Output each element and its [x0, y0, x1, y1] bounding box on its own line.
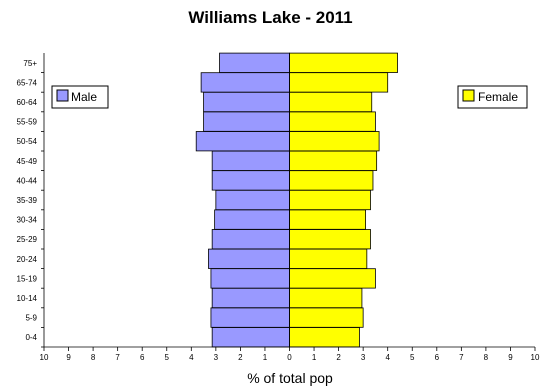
bar-female-50-54 [289, 131, 380, 152]
x-tick-label: 7 [459, 353, 464, 362]
x-tick-label: 4 [189, 353, 194, 362]
x-tick-label: 8 [91, 353, 96, 362]
bar-male-15-19 [210, 268, 290, 289]
bar-male-55-59 [203, 111, 290, 132]
bar-male-5-9 [210, 307, 290, 328]
bar-female-5-9 [289, 307, 364, 328]
x-tick-label: 9 [66, 353, 71, 362]
legend-female-swatch [462, 89, 475, 102]
y-tick-label: 5-9 [25, 314, 37, 323]
bar-female-45-49 [289, 150, 378, 171]
bar-female-10-14 [289, 287, 363, 309]
x-tick-label: 2 [336, 353, 341, 362]
legend-female-label: Female [478, 90, 518, 104]
bar-female-75+ [289, 52, 398, 73]
x-tick-label: 10 [531, 353, 540, 362]
x-tick-label: 3 [361, 353, 366, 362]
y-tick-label: 40-44 [17, 176, 38, 185]
bar-female-0-4 [289, 327, 360, 348]
bars-group [195, 52, 398, 348]
bar-male-40-44 [211, 170, 290, 191]
legend-male-swatch [56, 89, 69, 102]
bar-female-35-39 [289, 189, 371, 211]
x-tick-label: 3 [214, 353, 219, 362]
x-tick-label: 0 [287, 353, 292, 362]
bar-female-60-64 [289, 91, 373, 113]
y-tick-label: 35-39 [17, 196, 38, 205]
legend-female: Female [457, 85, 528, 109]
x-tick-label: 6 [435, 353, 440, 362]
bar-male-35-39 [215, 189, 290, 211]
legend-female-frame [457, 85, 528, 109]
bar-female-25-29 [289, 229, 371, 250]
x-tick-label: 4 [385, 353, 390, 362]
bar-male-0-4 [211, 327, 290, 348]
y-tick-label: 55-59 [17, 118, 38, 127]
x-tick-label: 1 [263, 353, 268, 362]
y-tick-label: 30-34 [17, 216, 38, 225]
y-tick-label: 20-24 [17, 255, 38, 264]
x-axis-label: % of total pop [247, 370, 333, 386]
chart-title: Williams Lake - 2011 [188, 8, 353, 27]
x-tick-label: 5 [165, 353, 170, 362]
x-tick-label: 2 [238, 353, 243, 362]
legend-male-label: Male [71, 90, 97, 104]
bar-male-50-54 [195, 131, 290, 152]
bar-female-55-59 [289, 111, 376, 132]
y-tick-label: 25-29 [17, 235, 38, 244]
x-tick-label: 1 [312, 353, 317, 362]
x-tick-label: 9 [508, 353, 513, 362]
bar-male-10-14 [211, 287, 290, 309]
x-tick-label: 8 [484, 353, 489, 362]
bar-male-25-29 [211, 229, 290, 250]
y-tick-label: 50-54 [17, 137, 38, 146]
x-tick-label: 10 [40, 353, 49, 362]
x-tick-label: 6 [140, 353, 145, 362]
legend-male: Male [51, 85, 109, 109]
bar-male-20-24 [208, 248, 290, 269]
y-tick-label: 45-49 [17, 157, 38, 166]
bar-male-30-34 [214, 209, 290, 230]
y-tick-label: 10-14 [17, 294, 38, 303]
bar-male-60-64 [203, 91, 290, 113]
y-tick-label: 0-4 [25, 333, 37, 342]
bar-female-20-24 [289, 248, 368, 269]
y-tick-label: 65-74 [17, 78, 38, 87]
y-tick-label: 60-64 [17, 98, 38, 107]
y-tick-label: 15-19 [17, 274, 38, 283]
bar-male-45-49 [211, 150, 290, 171]
bar-female-40-44 [289, 170, 374, 191]
bar-male-75+ [219, 52, 290, 73]
bar-male-65-74 [200, 72, 290, 93]
x-tick-label: 7 [115, 353, 120, 362]
bar-female-15-19 [289, 268, 376, 289]
y-tick-label: 75+ [23, 59, 37, 68]
x-tick-label: 5 [410, 353, 415, 362]
axes-group: 0-4 5-9 10-14 15-19 20-24 25-29 30-34 35-39 40-4… [17, 53, 540, 362]
bar-female-65-74 [289, 72, 389, 93]
bar-female-30-34 [289, 209, 367, 230]
